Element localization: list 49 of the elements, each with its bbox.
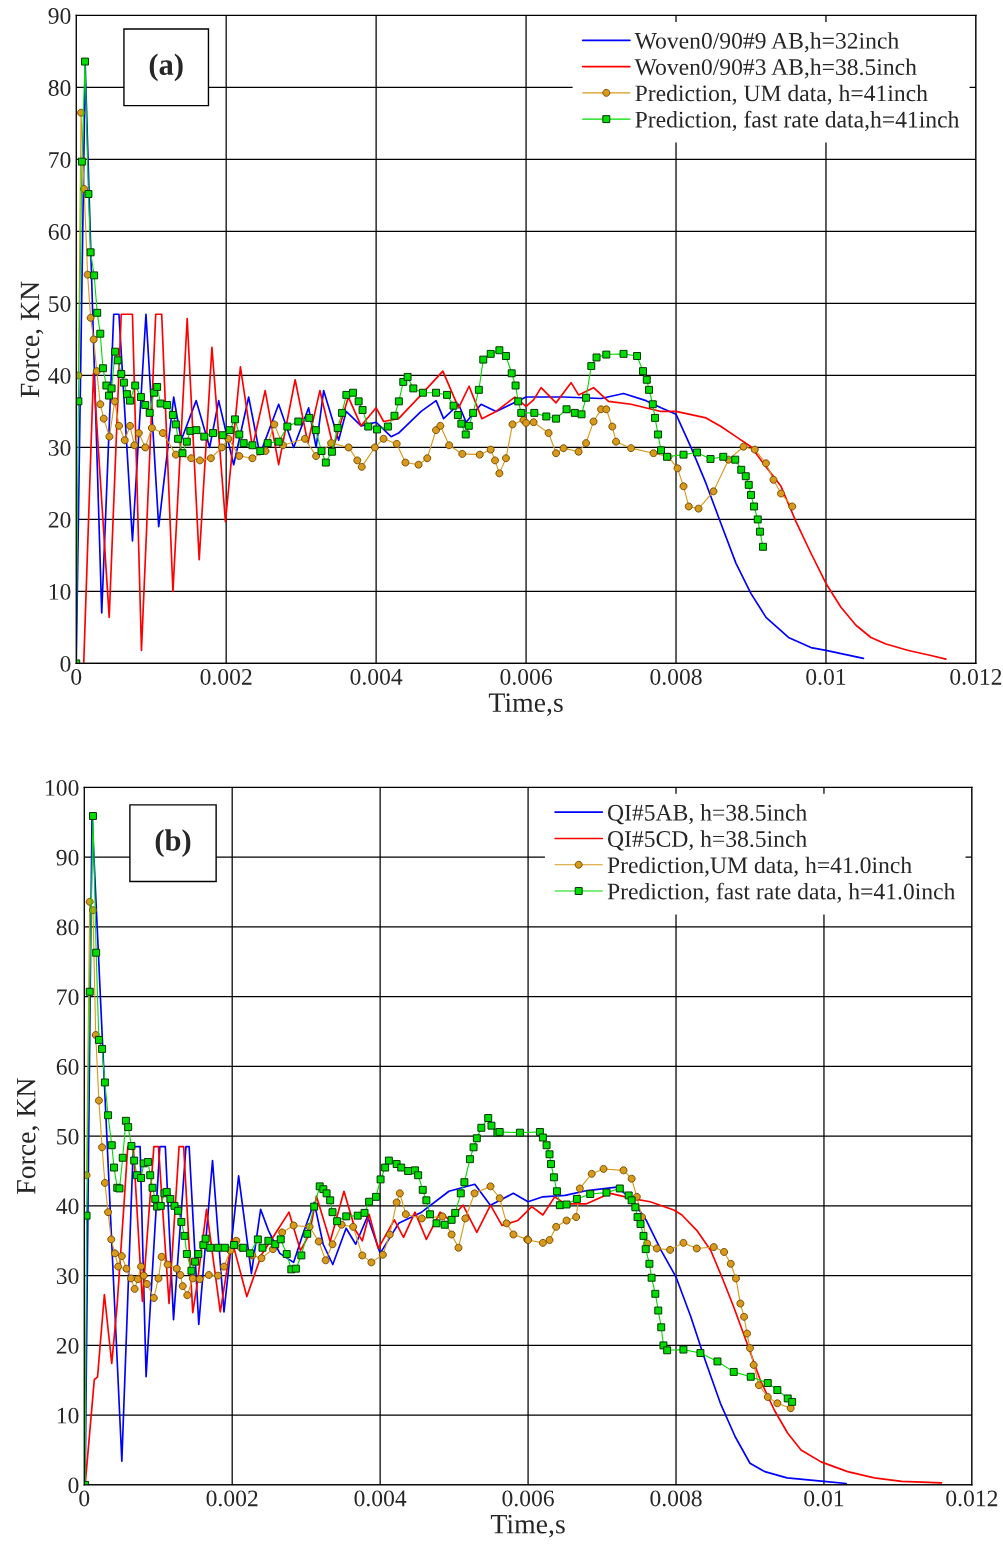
x-tick-label: 0.004 [350, 668, 403, 685]
y-tick-label: 20 [56, 1337, 79, 1354]
y-tick-label: 80 [56, 919, 79, 936]
y-tick-label: 30 [48, 439, 71, 456]
y-tick-label: 100 [46, 779, 79, 796]
annotation: (a) [149, 53, 183, 82]
y-tick-label: 60 [56, 1058, 79, 1075]
x-tick-label: 0 [79, 1490, 90, 1507]
y-tick-label: 10 [57, 1407, 79, 1424]
legend-label: Prediction, fast rate data, h=41.0inch [607, 882, 956, 903]
y-tick-label: 20 [48, 511, 71, 528]
x-axis-title: Time,s [488, 693, 563, 716]
x-tick-label: 0.006 [502, 1490, 554, 1507]
legend-label: Prediction,UM data, h=41.0inch [607, 856, 912, 877]
y-tick-label: 70 [57, 989, 79, 1006]
y-tick-label: 40 [56, 1198, 79, 1215]
legend-label: QI#5CD, h=38.5inch [607, 830, 807, 851]
line-series [82, 313, 947, 664]
legend-label: Prediction, UM data, h=41inch [635, 84, 928, 105]
y-axis-title: Force, KN [17, 1078, 40, 1194]
x-tick-label: 0.002 [200, 668, 252, 685]
x-tick-label: 0.006 [500, 668, 552, 685]
y-tick-label: 60 [48, 223, 71, 240]
y-tick-label: 70 [49, 151, 71, 168]
x-tick-label: 0.002 [206, 1490, 258, 1507]
y-tick-label: 90 [48, 7, 71, 24]
x-tick-label: 0.004 [354, 1490, 407, 1507]
legend-label: QI#5AB, h=38.5inch [607, 804, 807, 825]
legend-label: Prediction, fast rate data,h=41inch [635, 110, 960, 132]
y-tick-label: 90 [56, 849, 79, 866]
y-tick-label: 0 [60, 655, 71, 672]
y-axis-title: Force, KN [20, 281, 44, 398]
y-tick-label: 40 [48, 367, 71, 384]
annotation: (b) [155, 829, 191, 858]
x-tick-label: 0.01 [804, 1490, 844, 1507]
x-tick-label: 0.008 [650, 1490, 702, 1507]
y-tick-label: 80 [48, 79, 71, 96]
x-tick-label: 0.008 [650, 668, 702, 685]
legend-label: Woven0/90#9 AB,h=32inch [634, 32, 899, 53]
y-tick-label: 50 [57, 1128, 79, 1145]
y-tick-label: 30 [56, 1268, 79, 1285]
y-tick-label: 10 [49, 583, 71, 600]
x-axis-title: Time,s [490, 1514, 565, 1538]
x-tick-label: 0.012 [950, 668, 1002, 685]
x-tick-label: 0.01 [806, 668, 846, 685]
legend-label: Woven0/90#3 AB,h=38.5inch [634, 58, 917, 79]
x-tick-label: 0.012 [946, 1490, 998, 1507]
y-tick-label: 0 [68, 1477, 79, 1494]
y-tick-label: 50 [49, 295, 71, 312]
